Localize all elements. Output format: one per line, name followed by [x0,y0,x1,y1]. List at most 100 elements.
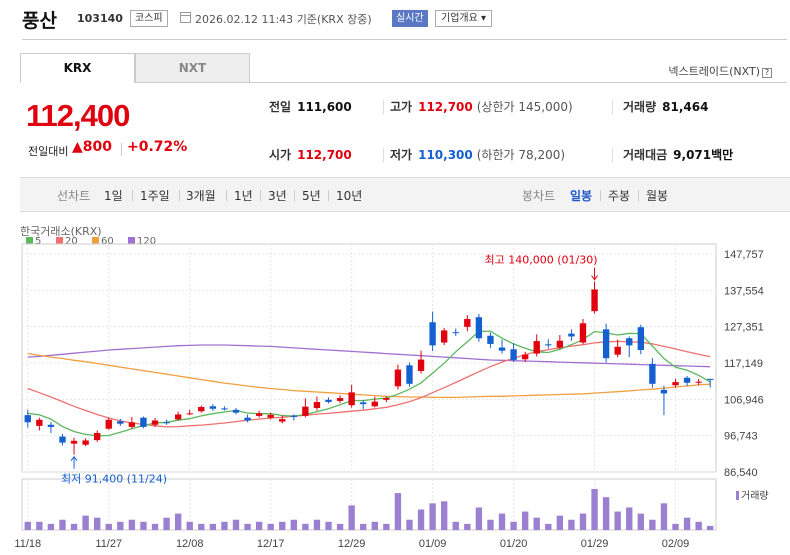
divider [226,190,227,201]
low-marker-arrowhead [70,455,78,461]
candle-body [290,415,297,417]
candle-body [406,365,413,384]
line-chart-label[interactable]: 선차트 [57,189,91,203]
volume-bar [707,525,714,530]
period-3m[interactable]: 3개월 [186,189,216,203]
x-tick-label: 12/08 [176,538,204,550]
divider [612,148,613,162]
period-10y[interactable]: 10년 [336,189,363,203]
divider [250,82,787,83]
period-5y[interactable]: 5년 [302,189,321,203]
moving-average-ma60 [27,352,711,399]
volume-bar [429,503,436,530]
candle-body [568,333,575,337]
open-price: 시가 112,700 [269,148,352,162]
help-icon[interactable]: ? [762,68,772,78]
volume-bar [602,497,610,530]
candle-body [660,389,668,394]
nextrade-link[interactable]: 넥스트레이드(NXT)? [668,63,772,79]
candle-body [498,347,506,351]
volume-bar [533,517,540,530]
candle-body [348,392,355,406]
volume-bar [464,523,471,530]
volume-bar [128,519,136,530]
volume-bar [59,519,66,530]
volume-bar [140,521,147,530]
plot-frame [21,243,717,473]
candle-body [545,344,552,346]
current-price: 112,400 [26,98,130,133]
candle-body [94,432,101,441]
period-3y[interactable]: 3년 [268,189,287,203]
volume-bar [255,521,263,530]
volume-bar [417,509,425,530]
x-tick-label: 11/27 [95,538,122,550]
market-badge: 코스피 [130,10,168,27]
divider [294,190,295,201]
tab-nxt[interactable]: NXT [135,53,250,83]
volume-legend-swatch [736,491,739,500]
candle-body [533,341,540,354]
candle-body [417,359,425,372]
stock-header: 풍산 103140 코스피 2026.02.12 11:43 기준(KRX 장중… [0,0,790,36]
x-tick-label: 01/09 [419,538,447,550]
candle-body [371,401,378,407]
day-high: 고가 112,700 (상한가 145,000) [390,100,573,114]
volume-bar [510,521,517,530]
candle-body [36,419,43,426]
volume-bar [302,523,309,530]
trade-amount: 거래대금 9,071백만 [623,148,734,162]
volume-bar [186,521,193,530]
candle-body [267,414,274,418]
volume-bar [24,521,31,530]
candle-body [672,382,679,386]
candle-body [602,329,610,359]
divider [260,190,261,201]
candle-body [336,398,344,401]
candle-body [24,415,31,423]
volume-bar [244,523,251,530]
tab-krx[interactable]: KRX [20,53,135,83]
candle-body [394,369,402,387]
candle-monthly[interactable]: 월봉 [646,189,669,203]
period-1d[interactable]: 1일 [104,189,123,203]
candle-body [140,417,147,427]
candle-body [279,419,286,422]
company-overview-button[interactable]: 기업개요 ▾ [435,10,492,27]
candle-daily[interactable]: 일봉 [570,189,593,203]
candle-chart-label[interactable]: 봉차트 [522,189,556,203]
volume-bar [279,521,286,530]
volume-bar [336,523,344,530]
volume-bar [614,511,621,530]
candle-weekly[interactable]: 주봉 [608,189,631,203]
divider [179,190,180,201]
volume-bar [232,519,240,530]
candle-body [163,422,170,424]
calendar-icon [180,12,191,23]
period-1y[interactable]: 1년 [234,189,253,203]
legend-ma60: 60 [92,236,114,247]
chart-title: 한국거래소(KRX) [20,225,102,238]
high-marker-arrowhead [591,275,598,281]
volume-bar [94,517,101,530]
period-1w[interactable]: 1주일 [140,189,170,203]
volume-bar [498,513,506,530]
candle-body [614,346,621,355]
x-tick-label: 01/20 [500,538,528,550]
candle-body [429,322,436,346]
volume-bar [209,523,217,530]
candle-body [556,340,564,348]
volume-bar [290,519,297,530]
candle-body [452,332,459,334]
y-tick-label: 86,540 [724,467,758,479]
volume-bar [371,521,378,530]
candle-body [186,413,193,415]
volume-bar [198,523,205,530]
prev-close: 전일 111,600 [269,100,352,114]
candle-body [649,363,656,384]
volume-bar [82,515,89,530]
volume-bar [47,523,55,530]
candle-body [360,402,367,405]
candle-body [47,424,55,427]
